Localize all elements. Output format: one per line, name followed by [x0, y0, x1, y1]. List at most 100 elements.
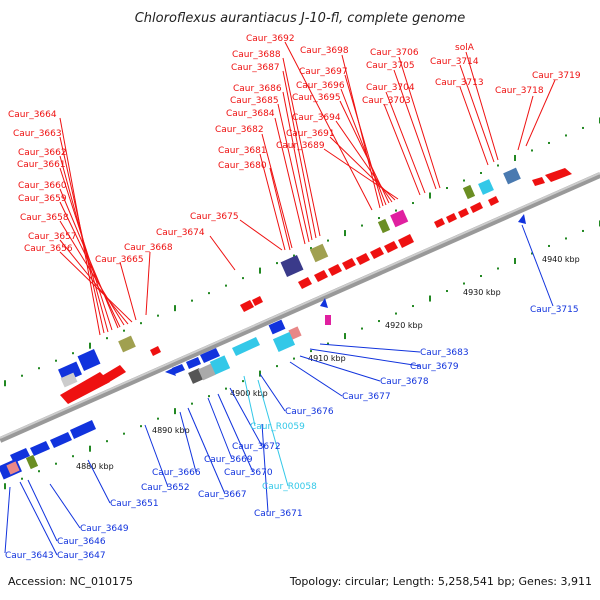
scale-tick	[72, 352, 74, 355]
scale-tick	[293, 254, 295, 257]
gene-label: solA	[455, 43, 475, 53]
gene-label: Caur_3661	[17, 160, 66, 170]
gene-label: Caur_3714	[430, 57, 479, 67]
scale-tick	[514, 257, 516, 264]
gene-label: Caur_3674	[156, 228, 205, 238]
gene-label: Caur_3647	[57, 551, 106, 561]
rna-label: Caur_R0058	[262, 482, 317, 492]
scale-tick	[395, 209, 397, 212]
scale-tick	[89, 445, 91, 452]
scale-tick	[548, 141, 550, 144]
leader-lines	[4, 41, 556, 556]
scale-tick	[208, 292, 210, 295]
scale-tick	[480, 275, 482, 277]
gene-label: Caur_3680	[218, 161, 267, 171]
scale-tick	[174, 305, 176, 312]
genome-backbone	[0, 172, 600, 443]
gene-label: Caur_3670	[224, 468, 273, 478]
scale-tick	[310, 247, 312, 250]
gene-label: Caur_3697	[299, 67, 348, 77]
scale-tick	[21, 374, 23, 377]
scale-tick	[480, 172, 482, 174]
forward-genes	[58, 167, 572, 404]
scale-tick	[293, 357, 295, 360]
scale-tick	[378, 217, 380, 220]
rna-label: Caur_R0059	[250, 422, 305, 432]
scale-tick	[497, 164, 499, 167]
scale-tick	[174, 408, 176, 415]
gene-label: Caur_3706	[370, 48, 419, 58]
scale-label-4920: 4920 kbp	[385, 321, 423, 330]
gene-label: Caur_3659	[18, 194, 67, 204]
scale-tick	[225, 284, 227, 287]
gene-label: Caur_3687	[231, 63, 280, 73]
scale-tick	[310, 350, 312, 353]
gene-label: Caur_3691	[286, 129, 335, 139]
gene-label: Caur_3646	[57, 537, 106, 547]
scale-tick	[55, 462, 57, 465]
rna-gene-labels: Caur_R0059 Caur_R0058	[250, 422, 317, 492]
scale-tick	[548, 244, 550, 247]
gene-label: Caur_3684	[226, 109, 275, 119]
scale-tick	[38, 367, 40, 370]
scale-tick	[157, 314, 159, 317]
gene-label: Caur_3685	[230, 96, 279, 106]
scale-tick	[361, 327, 363, 330]
scale-tick	[361, 224, 363, 227]
scale-tick	[89, 342, 91, 349]
scale-tick	[4, 380, 6, 387]
scale-tick	[446, 187, 448, 190]
scale-tick	[123, 329, 125, 332]
gene-label: Caur_3669	[204, 455, 253, 465]
scale-tick	[191, 402, 193, 405]
map-title: Chloroflexus aurantiacus J-10-fl, comple…	[135, 11, 466, 26]
gene-label: Caur_3678	[380, 377, 429, 387]
gene-label: Caur_3715	[530, 305, 579, 315]
gene-label: Caur_3694	[292, 113, 341, 123]
scale-tick	[276, 365, 278, 368]
scale-tick	[55, 359, 57, 362]
scale-tick	[582, 229, 584, 232]
reverse-genes	[0, 214, 526, 480]
scale-tick	[259, 267, 261, 274]
reverse-gene-labels: Caur_3715 Caur_3683 Caur_3679 Caur_3678 …	[5, 305, 579, 561]
gene-label: Caur_3698	[300, 46, 349, 56]
gene-label: Caur_3719	[532, 71, 581, 81]
scale-label-4900: 4900 kbp	[230, 389, 268, 398]
scale-labels: 4880 kbp 4890 kbp 4900 kbp 4910 kbp 4920…	[76, 255, 580, 471]
gene-label: Caur_3651	[110, 499, 159, 509]
accession-text: Accession: NC_010175	[8, 575, 133, 588]
scale-tick	[259, 370, 261, 377]
scale-tick	[531, 149, 533, 152]
scale-tick	[565, 237, 567, 240]
forward-gene-labels: Caur_3664 Caur_3663 Caur_3662 Caur_3661 …	[8, 34, 581, 265]
gene-label: Caur_3667	[198, 490, 247, 500]
scale-label-4910: 4910 kbp	[308, 354, 346, 363]
scale-tick	[140, 322, 142, 325]
gene-label: Caur_3657	[28, 232, 77, 242]
scale-tick	[497, 267, 499, 270]
scale-tick	[446, 290, 448, 293]
gene-label: Caur_3679	[410, 362, 459, 372]
gene-label: Caur_3656	[24, 244, 73, 254]
scale-tick	[378, 320, 380, 323]
scale-tick	[208, 395, 210, 398]
scale-tick	[565, 134, 567, 137]
gene-label: Caur_3686	[233, 84, 282, 94]
upper-scale-track	[4, 117, 600, 387]
scale-tick	[242, 380, 244, 383]
scale-tick	[395, 312, 397, 315]
scale-tick	[582, 126, 584, 129]
gene-label: Caur_3665	[95, 255, 144, 265]
gene-label: Caur_3664	[8, 110, 57, 120]
gene-label: Caur_3672	[232, 442, 281, 452]
gene-label: Caur_3677	[342, 392, 391, 402]
gene-label: Caur_3689	[276, 141, 325, 151]
gene-label: Caur_3652	[141, 483, 190, 493]
scale-tick	[276, 262, 278, 265]
scale-tick	[38, 470, 40, 473]
gene-label: Caur_3663	[13, 129, 62, 139]
scale-tick	[531, 252, 533, 255]
gene-label: Caur_3649	[80, 524, 129, 534]
